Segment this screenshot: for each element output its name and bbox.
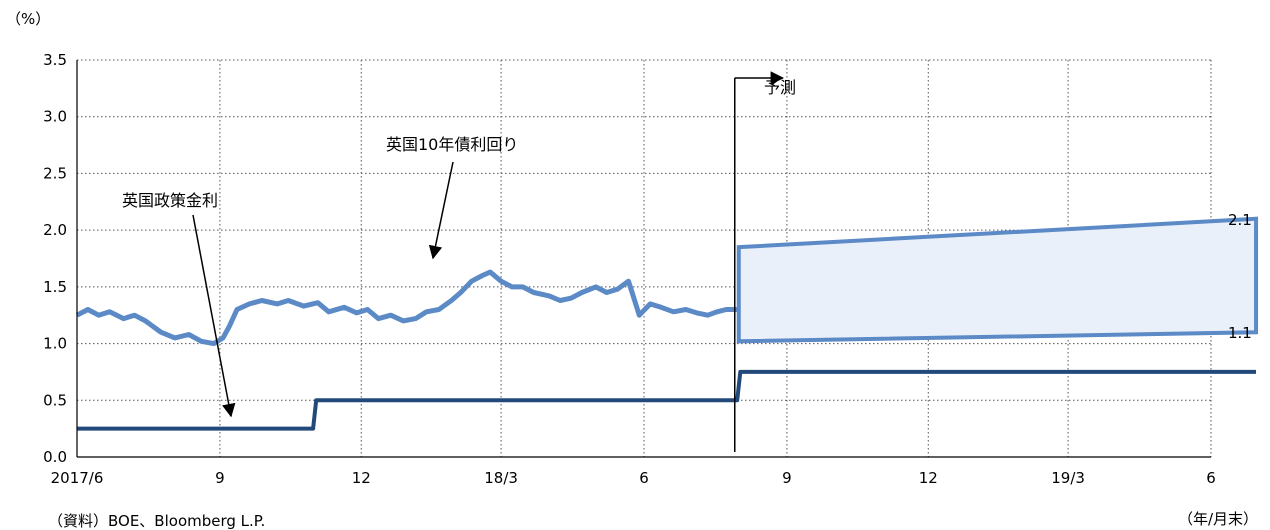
forecast-upper-end-label: 2.1 [1228,211,1252,229]
x-tick-label: 6 [1206,469,1216,487]
x-tick-label: 12 [919,469,938,487]
tick-labels: 0.0 0.5 1.0 1.5 2.0 2.5 3.0 3.5 2017/6 9 12 18/3 6 9 1… [43,51,1216,487]
yield-arrow [428,161,454,260]
annotation-arrows [192,71,785,418]
annotation-yield-label: 英国10年債利回り [386,135,518,154]
y-tick-label: 2.5 [43,164,67,182]
series-lines [75,269,1256,431]
x-tick-label: 2017/6 [51,469,104,487]
y-tick-label: 0.5 [43,391,67,409]
x-tick-label: 12 [352,469,371,487]
x-tick-label: 9 [782,469,792,487]
y-tick-label: 1.0 [43,335,67,353]
policy-arrow [192,214,236,418]
axes [76,60,1211,458]
forecast-band-area [736,216,1259,344]
forecast-band [736,216,1259,344]
x-tick-label: 19/3 [1051,469,1085,487]
x-tick-label: 6 [639,469,649,487]
yield-series-line [75,269,738,347]
y-tick-label: 3.5 [43,51,67,69]
x-unit-label: （年/月末） [1178,510,1258,528]
policy-rate-series-line [77,369,1256,431]
y-tick-label: 2.0 [43,221,67,239]
x-tick-label: 9 [215,469,225,487]
y-tick-label: 0.0 [43,448,67,466]
annotation-forecast-label: 予測 [764,78,796,97]
source-note: （資料）BOE、Bloomberg L.P. [48,512,265,530]
y-unit-label: （%） [6,10,50,28]
y-tick-label: 1.5 [43,278,67,296]
annotation-policy-label: 英国政策金利 [122,191,218,210]
y-tick-label: 3.0 [43,108,67,126]
x-tick-label: 18/3 [484,469,518,487]
forecast-lower-end-label: 1.1 [1228,324,1252,342]
